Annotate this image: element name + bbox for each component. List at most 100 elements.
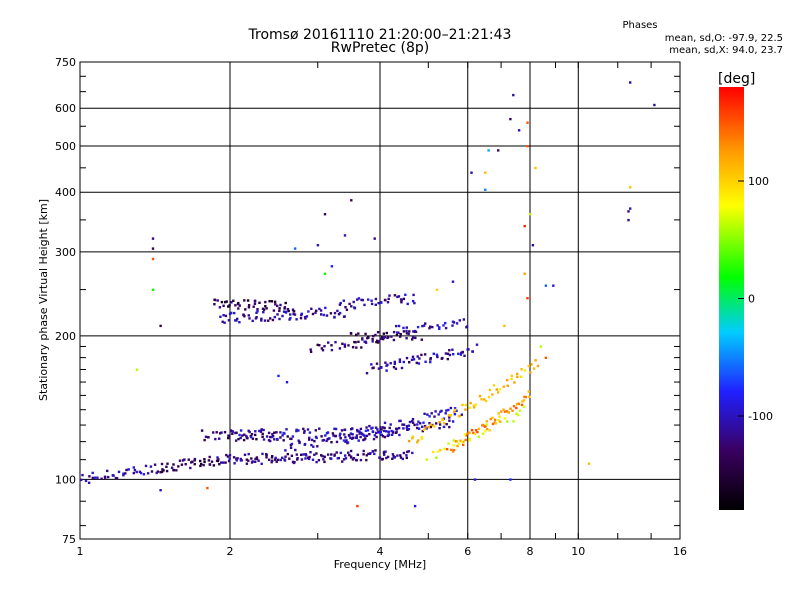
data-point (468, 406, 472, 409)
data-point (338, 347, 342, 350)
data-point (464, 403, 468, 407)
y-axis-label: Stationary phase Virtual Height [km] (37, 199, 50, 401)
phase-info-heading: Phases (622, 20, 657, 31)
data-point (260, 428, 263, 431)
data-point (357, 297, 361, 300)
data-point (296, 457, 299, 460)
data-point (377, 367, 381, 370)
data-point (401, 423, 404, 426)
data-point (627, 218, 630, 222)
data-point (475, 343, 479, 346)
y-tick-label: 750 (55, 56, 76, 69)
data-point (435, 353, 439, 356)
data-point (340, 429, 344, 432)
data-point (339, 432, 342, 435)
data-point (422, 324, 426, 327)
data-point (231, 430, 235, 433)
data-point (322, 458, 325, 461)
data-point (470, 428, 474, 432)
data-point (480, 398, 483, 401)
data-point (139, 471, 143, 475)
data-point (316, 445, 319, 448)
data-point (381, 457, 384, 461)
data-point (146, 472, 150, 475)
data-point (334, 427, 338, 431)
data-point (262, 311, 265, 314)
data-point (421, 429, 424, 433)
data-point (238, 433, 241, 437)
data-point (379, 337, 382, 340)
data-point (433, 425, 436, 428)
data-point (429, 423, 432, 426)
data-point (284, 301, 287, 305)
data-point (303, 431, 306, 434)
data-point (408, 420, 412, 424)
data-point (433, 415, 436, 418)
data-point (274, 456, 277, 460)
data-point (367, 298, 370, 301)
data-point (371, 450, 374, 453)
data-point (308, 455, 311, 459)
data-point (519, 375, 523, 378)
data-point (405, 456, 408, 460)
data-point (383, 421, 387, 424)
data-point (216, 299, 219, 302)
data-point (271, 318, 275, 322)
data-point (220, 431, 223, 434)
data-point (347, 344, 350, 347)
data-point (243, 453, 247, 456)
data-point (471, 350, 474, 353)
data-point (307, 310, 310, 313)
data-point (523, 272, 526, 275)
data-point (359, 458, 363, 462)
data-point (421, 324, 424, 328)
data-point (273, 438, 276, 441)
data-point (407, 424, 411, 427)
data-point (292, 461, 296, 465)
data-point (153, 463, 157, 466)
data-point (425, 458, 428, 461)
data-point (288, 318, 291, 321)
data-point (219, 432, 222, 435)
data-point (191, 460, 194, 463)
data-point (349, 436, 352, 440)
data-point (254, 430, 257, 433)
data-point (382, 429, 386, 433)
data-point (323, 345, 326, 348)
data-point (316, 244, 320, 247)
data-point (286, 308, 290, 311)
data-point (313, 453, 316, 456)
data-point (290, 437, 293, 441)
data-point (257, 459, 260, 462)
data-point (233, 462, 236, 465)
data-point (478, 394, 482, 398)
data-point (402, 297, 406, 301)
data-point (208, 455, 211, 459)
data-point (495, 388, 498, 391)
data-point (339, 436, 342, 440)
data-point (156, 470, 160, 473)
data-point (442, 417, 446, 420)
data-point (330, 441, 333, 444)
data-point (270, 300, 274, 303)
data-point (276, 458, 280, 462)
data-point (222, 304, 225, 307)
x-tick-label: 10 (571, 545, 585, 558)
grid-lines (80, 62, 680, 539)
data-point (308, 438, 311, 441)
data-point (401, 457, 404, 461)
data-point (364, 429, 368, 432)
data-point (350, 305, 353, 308)
data-point (420, 353, 423, 357)
data-point (379, 426, 382, 429)
data-point (509, 478, 512, 481)
data-point (359, 435, 362, 439)
data-point (458, 319, 461, 322)
data-point (386, 455, 390, 459)
data-point (181, 459, 185, 462)
x-axis-ticks: 1 2 4 6 8 10 16 (77, 62, 687, 558)
data-point (493, 418, 497, 421)
data-point (344, 306, 347, 309)
data-point (399, 419, 402, 423)
data-point (462, 443, 465, 447)
